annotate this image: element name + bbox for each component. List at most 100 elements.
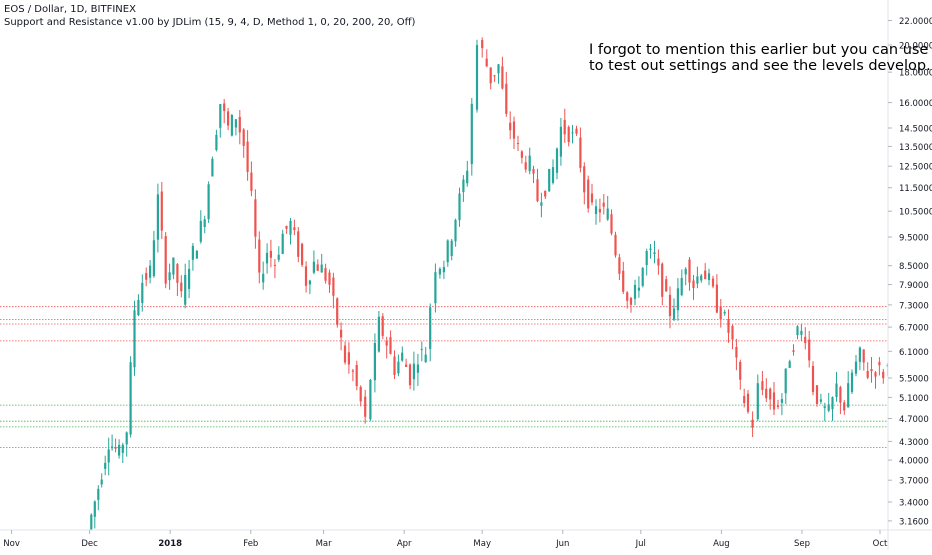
- candle-down[interactable]: [250, 161, 253, 197]
- candle-up[interactable]: [540, 192, 543, 218]
- candle-up[interactable]: [641, 267, 644, 288]
- candle-up[interactable]: [97, 485, 100, 511]
- candle-down[interactable]: [293, 219, 296, 236]
- candle-down[interactable]: [176, 263, 179, 296]
- candle-down[interactable]: [739, 359, 742, 390]
- candle-down[interactable]: [114, 438, 117, 453]
- candle-down[interactable]: [587, 175, 590, 213]
- candle-down[interactable]: [273, 259, 276, 279]
- candle-up[interactable]: [637, 276, 640, 298]
- candle-up[interactable]: [594, 199, 598, 225]
- candle-down[interactable]: [811, 361, 815, 396]
- candle-down[interactable]: [719, 299, 722, 328]
- candle-up[interactable]: [111, 434, 114, 451]
- candle-up[interactable]: [100, 473, 103, 488]
- candle-down[interactable]: [332, 272, 335, 309]
- candle-up[interactable]: [653, 240, 656, 264]
- candle-down[interactable]: [746, 390, 750, 414]
- candle-down[interactable]: [536, 168, 539, 203]
- candle-up[interactable]: [195, 249, 198, 259]
- candle-down[interactable]: [575, 125, 578, 136]
- candle-down[interactable]: [355, 360, 358, 391]
- candle-up[interactable]: [107, 437, 110, 476]
- candle-up[interactable]: [156, 183, 159, 253]
- candle-down[interactable]: [665, 275, 668, 292]
- candle-up[interactable]: [191, 243, 194, 271]
- candle-down[interactable]: [882, 368, 885, 384]
- candle-down[interactable]: [493, 75, 496, 82]
- candle-up[interactable]: [234, 119, 237, 136]
- candle-up[interactable]: [203, 215, 206, 234]
- candle-up[interactable]: [207, 181, 210, 223]
- candle-down[interactable]: [297, 227, 300, 263]
- candle-down[interactable]: [328, 269, 331, 293]
- candle-up[interactable]: [858, 346, 861, 371]
- candle-down[interactable]: [164, 232, 167, 289]
- candle-up[interactable]: [548, 168, 551, 192]
- candle-up[interactable]: [215, 129, 218, 152]
- candle-up[interactable]: [230, 113, 233, 137]
- candle-up[interactable]: [281, 229, 284, 255]
- candle-down[interactable]: [567, 125, 570, 147]
- candle-down[interactable]: [618, 253, 621, 281]
- candle-up[interactable]: [551, 159, 555, 185]
- candle-down[interactable]: [735, 338, 738, 371]
- candle-up[interactable]: [606, 196, 609, 221]
- candle-up[interactable]: [823, 402, 826, 422]
- candle-up[interactable]: [831, 396, 834, 421]
- candle-up[interactable]: [424, 346, 427, 363]
- candle-up[interactable]: [373, 333, 376, 393]
- candle-up[interactable]: [168, 263, 171, 290]
- candle-down[interactable]: [509, 111, 512, 140]
- candle-down[interactable]: [874, 371, 877, 389]
- candle-up[interactable]: [788, 359, 791, 369]
- candle-down[interactable]: [324, 263, 327, 284]
- candle-up[interactable]: [446, 239, 449, 267]
- candle-down[interactable]: [340, 322, 343, 351]
- candle-down[interactable]: [610, 209, 613, 236]
- candle-down[interactable]: [505, 72, 508, 117]
- candle-up[interactable]: [420, 341, 423, 362]
- candle-down[interactable]: [862, 349, 865, 371]
- candle-down[interactable]: [481, 37, 484, 58]
- candle-up[interactable]: [129, 356, 132, 438]
- candle-down[interactable]: [668, 286, 672, 329]
- candle-down[interactable]: [614, 231, 617, 258]
- candle-down[interactable]: [381, 313, 384, 340]
- candle-down[interactable]: [751, 411, 754, 437]
- candle-up[interactable]: [412, 351, 415, 391]
- candle-up[interactable]: [188, 260, 191, 299]
- time-axis[interactable]: [0, 530, 932, 550]
- candle-up[interactable]: [312, 250, 315, 275]
- candle-down[interactable]: [145, 267, 148, 287]
- candle-up[interactable]: [796, 325, 799, 340]
- candle-down[interactable]: [336, 297, 339, 328]
- candle-down[interactable]: [389, 330, 392, 355]
- candle-down[interactable]: [254, 189, 257, 249]
- candle-down[interactable]: [657, 249, 660, 275]
- candle-down[interactable]: [579, 127, 582, 173]
- candle-down[interactable]: [520, 150, 523, 164]
- candle-down[interactable]: [544, 190, 547, 200]
- candle-up[interactable]: [401, 346, 404, 362]
- candle-up[interactable]: [559, 117, 562, 166]
- candle-down[interactable]: [704, 263, 707, 280]
- candle-up[interactable]: [528, 147, 531, 175]
- candle-up[interactable]: [676, 278, 679, 321]
- candle-down[interactable]: [501, 56, 504, 90]
- candle-up[interactable]: [854, 355, 858, 377]
- candle-up[interactable]: [847, 371, 850, 408]
- candle-up[interactable]: [125, 431, 128, 457]
- candle-up[interactable]: [369, 378, 372, 422]
- candle-down[interactable]: [160, 182, 163, 239]
- candle-down[interactable]: [792, 344, 795, 356]
- candle-up[interactable]: [172, 257, 175, 280]
- candle-up[interactable]: [137, 294, 140, 317]
- candle-up[interactable]: [462, 175, 465, 202]
- candle-up[interactable]: [277, 246, 280, 262]
- candle-up[interactable]: [723, 309, 726, 316]
- candle-down[interactable]: [227, 107, 230, 131]
- candle-up[interactable]: [707, 268, 711, 286]
- candle-down[interactable]: [804, 327, 807, 350]
